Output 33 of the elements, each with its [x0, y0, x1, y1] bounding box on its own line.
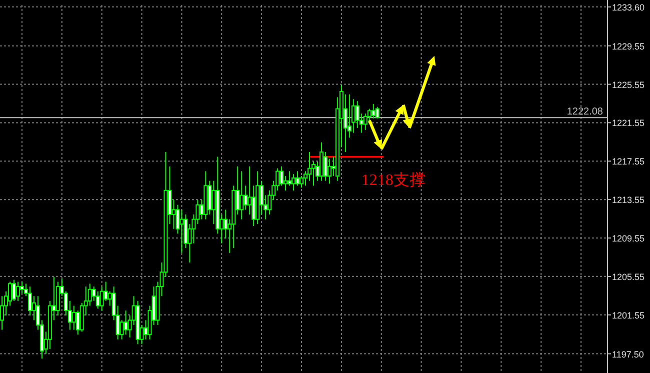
candlestick [96, 290, 100, 310]
candlestick [124, 310, 128, 336]
candlestick [12, 279, 16, 302]
candlestick [180, 209, 184, 254]
candlestick [375, 106, 380, 119]
candlestick [323, 152, 328, 182]
candlestick [72, 305, 76, 330]
candlestick [363, 113, 368, 130]
ref-line-label: 1222.08 [566, 106, 604, 118]
y-tick-label: 1225.55 [612, 80, 645, 90]
y-tick-label: 1201.55 [612, 310, 645, 320]
y-tick-label: 1221.55 [612, 118, 645, 128]
y-tick-label: 1217.55 [612, 156, 645, 167]
candlestick [16, 281, 20, 302]
candlestick [288, 170, 292, 186]
y-tick-label: 1233.60 [612, 2, 645, 12]
y-tick-label: 1209.55 [612, 234, 645, 244]
candlestick [240, 170, 244, 220]
candlestick [327, 158, 332, 184]
candlestick [371, 103, 376, 119]
candlestick [296, 170, 300, 186]
candlestick [292, 174, 296, 191]
candlestick [0, 296, 4, 330]
y-tick-label: 1197.50 [612, 349, 644, 360]
candlestick [280, 166, 284, 186]
y-tick-label: 1205.55 [612, 272, 645, 282]
candlestick [351, 98, 356, 134]
candlestick [28, 286, 32, 316]
candlestick [20, 281, 24, 294]
candlestick [307, 152, 312, 182]
y-tick-label: 1213.55 [612, 195, 645, 206]
y-tick-label: 1229.55 [612, 41, 645, 52]
ref-line-label: 1218支撑 [361, 170, 426, 189]
